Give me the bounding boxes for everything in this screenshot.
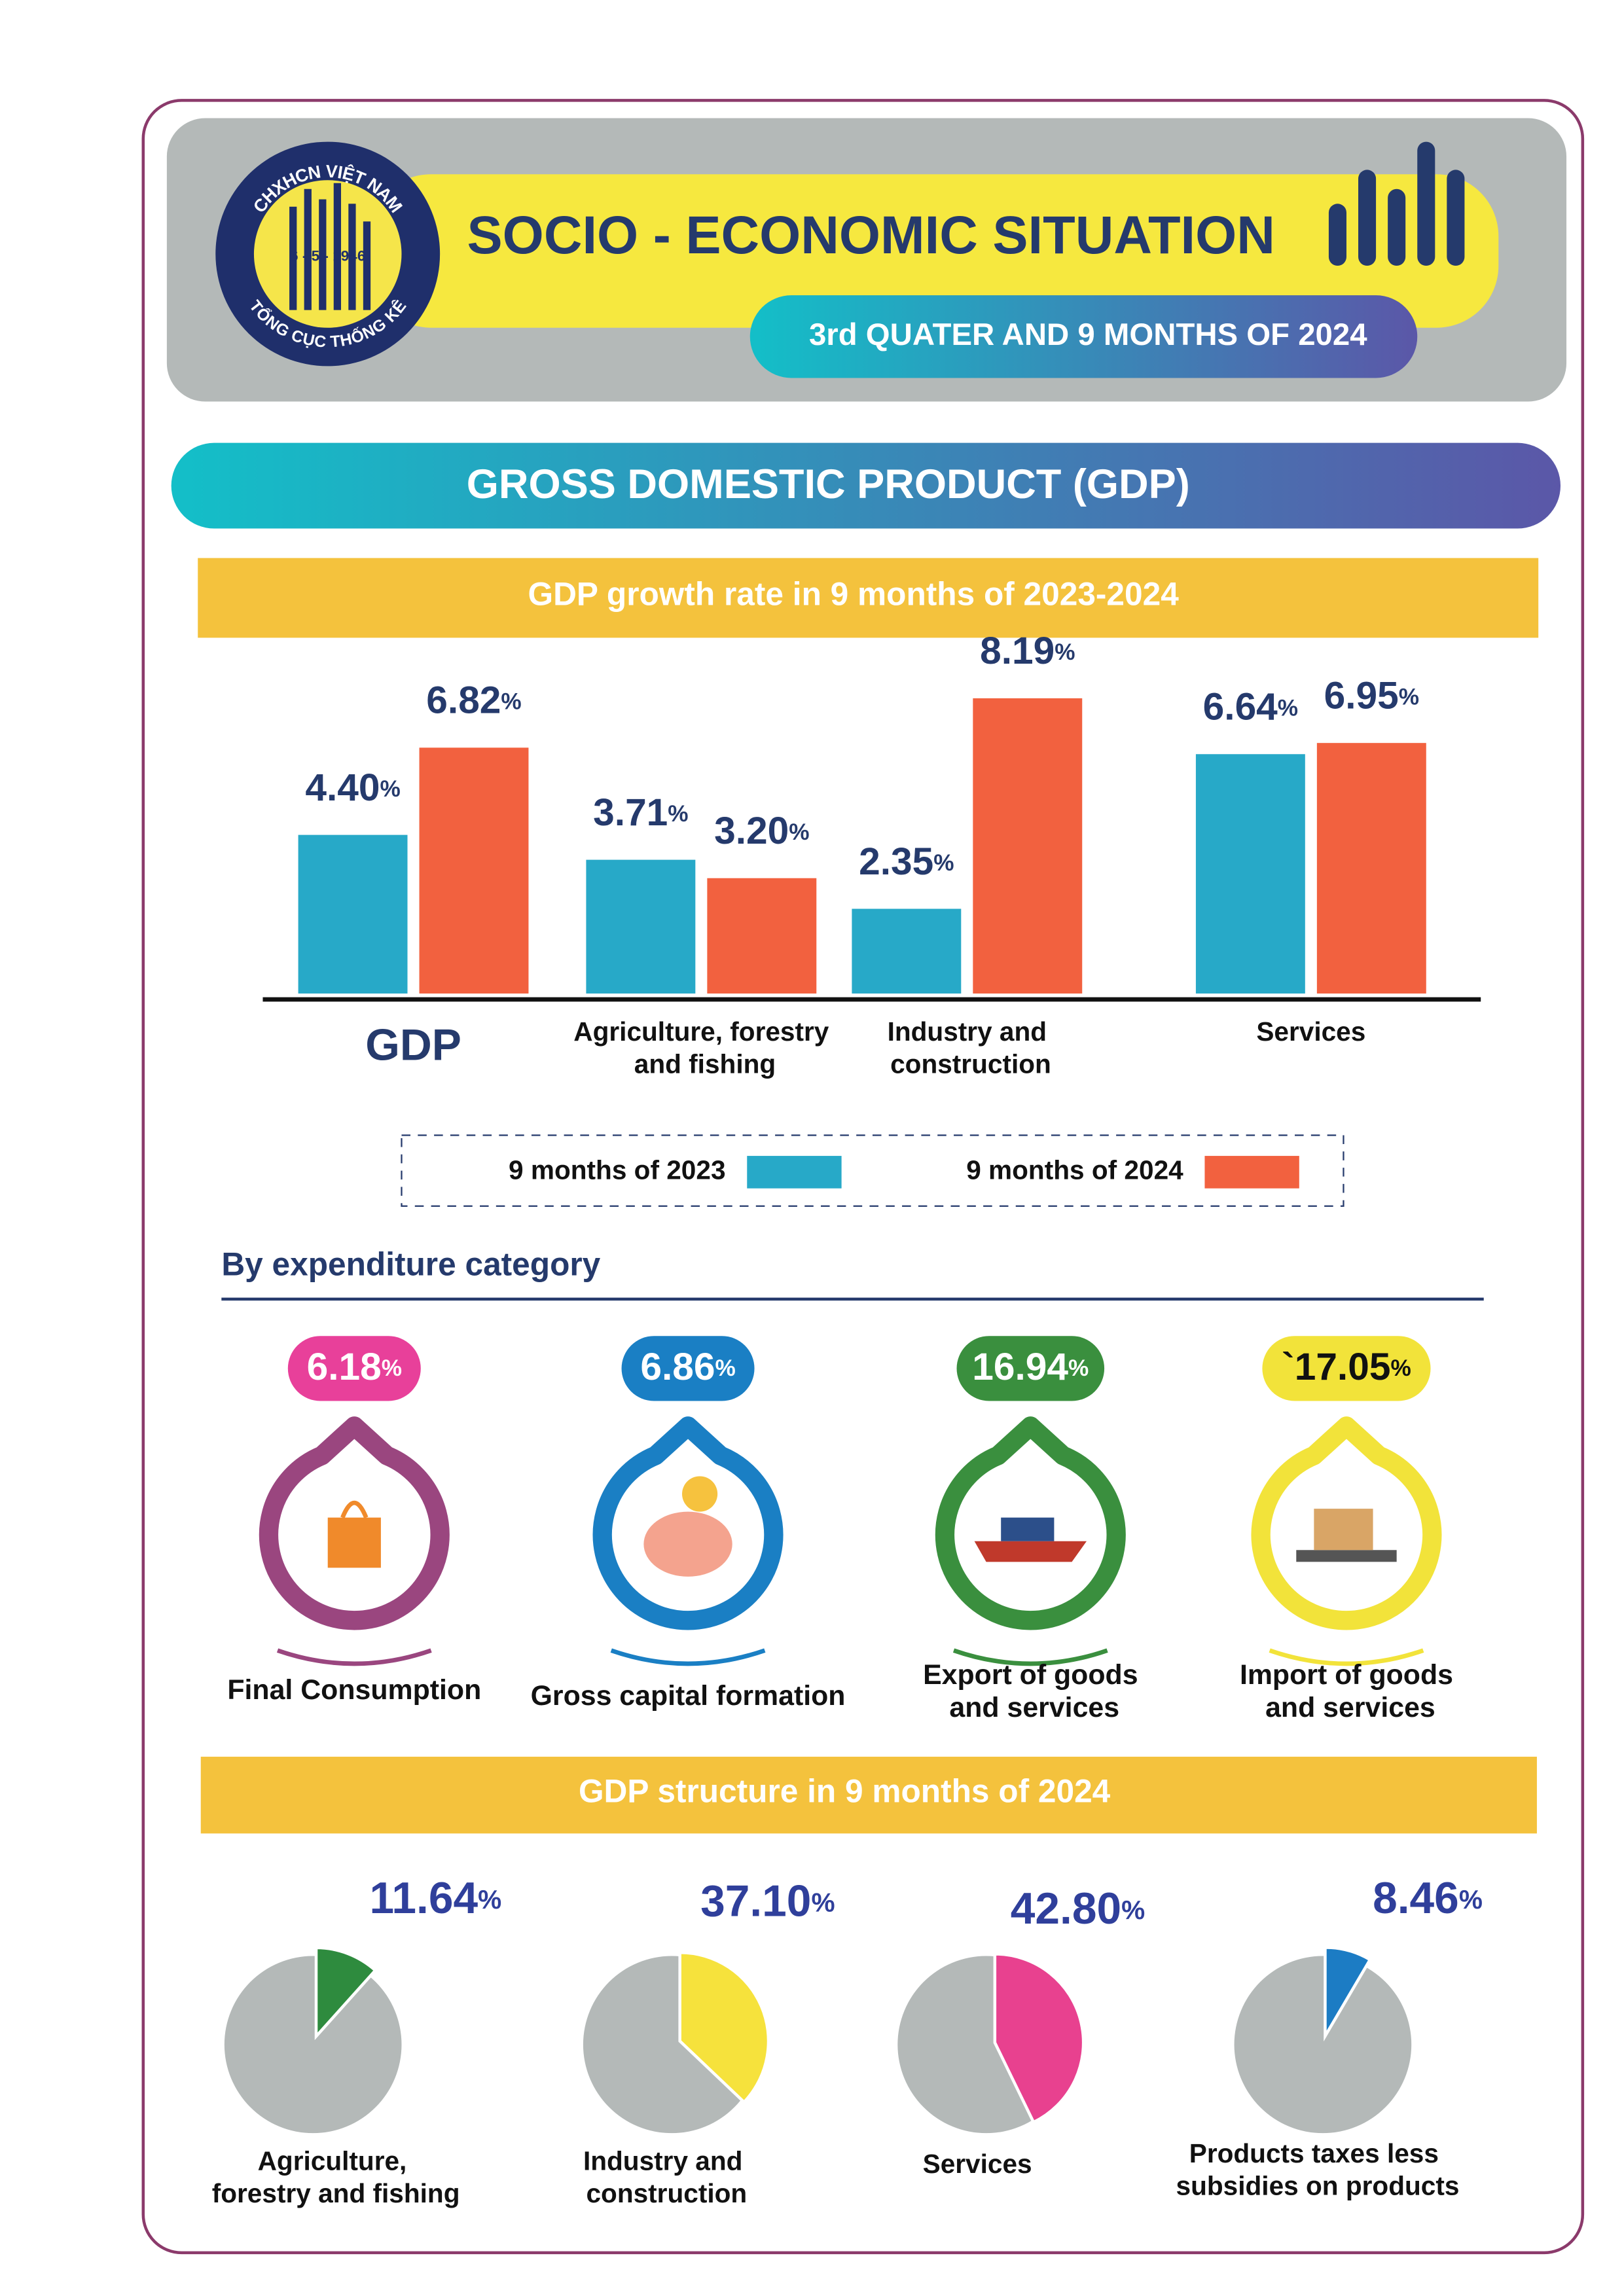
logo-date: 6 - 5 - 1946 <box>290 247 365 264</box>
bar <box>586 859 696 994</box>
category-label: Services <box>1256 1016 1365 1047</box>
value-label: 8.19% <box>980 630 1075 673</box>
category-label: Agriculture, forestry and fishing <box>573 1016 829 1079</box>
section-title: GROSS DOMESTIC PRODUCT (GDP) <box>467 461 1190 507</box>
value-label: 4.40% <box>305 766 400 809</box>
value-badge-text: 16.94% <box>972 1346 1089 1389</box>
value-label: 37.10% <box>700 1876 835 1926</box>
bars-icon <box>1328 141 1465 266</box>
icon <box>974 1541 1087 1562</box>
bar <box>1316 743 1426 994</box>
expenditure-label: Export of goods and services <box>923 1660 1138 1724</box>
section-pill <box>171 442 1561 529</box>
ring-underline <box>276 1648 432 1666</box>
value-badge-text: `17.05% <box>1282 1346 1411 1389</box>
category-label: Services <box>923 2149 1032 2179</box>
legend-box <box>401 1134 1344 1207</box>
category-label: GDP <box>365 1020 461 1069</box>
pie-title-bar <box>200 1757 1537 1834</box>
header-title: SOCIO - ECONOMIC SITUATION <box>467 206 1275 265</box>
value-badge-text: 6.86% <box>640 1346 735 1389</box>
header-subtitle: 3rd QUATER AND 9 MONTHS OF 2024 <box>809 317 1367 352</box>
value-label: 3.20% <box>714 810 809 853</box>
legend-swatch <box>747 1156 842 1189</box>
bar <box>973 698 1083 994</box>
value-label: 3.71% <box>593 791 688 834</box>
subtitle-pill <box>749 295 1418 378</box>
category-label: Industry and construction <box>579 2145 747 2208</box>
value-badge <box>621 1336 755 1401</box>
pie-slice <box>314 1946 378 2041</box>
bar <box>852 908 962 994</box>
value-label: 2.35% <box>859 840 954 883</box>
category-label: Industry and construction <box>883 1016 1051 1079</box>
icon <box>340 1500 369 1518</box>
value-label: 8.46% <box>1373 1874 1483 1923</box>
frame <box>141 99 1585 2255</box>
legend-swatch <box>1204 1156 1299 1189</box>
bar <box>419 747 529 994</box>
expenditure-label: Gross capital formation <box>531 1680 846 1712</box>
logo: CHXHCN VIỆT NAM 6 - 5 - 1946 TỔNG CỤC TH… <box>215 141 441 367</box>
value-label: 42.80% <box>1011 1884 1145 1933</box>
bar <box>707 878 817 994</box>
value-label: 6.95% <box>1324 675 1419 717</box>
chart-title: GDP growth rate in 9 months of 2023-2024 <box>528 575 1180 612</box>
icon <box>1296 1550 1397 1562</box>
value-label: 6.64% <box>1203 686 1298 728</box>
legend-label: 9 months of 2024 <box>966 1155 1183 1185</box>
pie-title: GDP structure in 9 months of 2024 <box>579 1773 1111 1810</box>
icon <box>1314 1509 1373 1551</box>
expenditure-label: Final Consumption <box>227 1674 481 1706</box>
value-badge-text: 6.18% <box>307 1346 402 1389</box>
expenditure-label: Import of goods and services <box>1240 1660 1453 1724</box>
chart-title-bar <box>198 558 1539 638</box>
icon <box>643 1511 732 1577</box>
pie-slice <box>678 1950 770 2104</box>
pie-rest <box>224 1956 402 2134</box>
ring-underline <box>952 1648 1108 1666</box>
value-badge <box>1262 1336 1431 1401</box>
icon <box>1001 1517 1055 1541</box>
value-badge <box>956 1336 1105 1401</box>
header-banner <box>369 174 1499 328</box>
pie-slice <box>1324 1946 1373 2042</box>
bar <box>298 834 408 994</box>
ring-underline <box>1269 1648 1424 1666</box>
value-label: 11.64% <box>370 1874 502 1923</box>
value-badge <box>287 1336 421 1401</box>
category-label: Products taxes less subsidies on product… <box>1168 2138 1459 2201</box>
expenditure-title: By expenditure category <box>221 1246 600 1282</box>
legend-label: 9 months of 2023 <box>509 1155 725 1185</box>
pie-slice <box>993 1952 1085 2125</box>
ring-underline <box>610 1648 766 1666</box>
icon <box>682 1476 718 1512</box>
icon <box>327 1517 381 1568</box>
value-label: 6.82% <box>426 679 521 722</box>
pie-rest <box>1234 1956 1412 2134</box>
category-label: Agriculture, forestry and fishing <box>204 2145 460 2208</box>
bar <box>1195 754 1305 994</box>
